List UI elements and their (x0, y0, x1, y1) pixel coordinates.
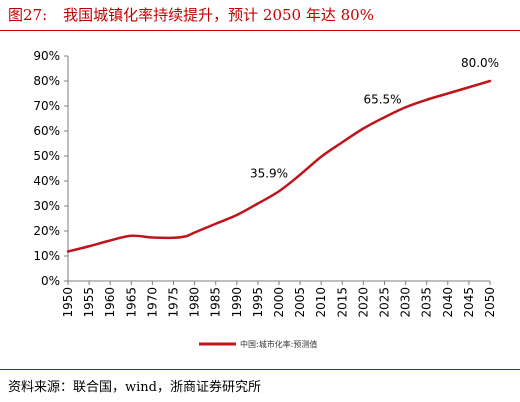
y-tick-label: 60% (33, 124, 60, 138)
figure-title: 图27: 我国城镇化率持续提升，预计 2050 年达 80% (8, 4, 374, 25)
y-tick-label: 30% (33, 199, 60, 213)
data-label: 65.5% (363, 92, 401, 106)
y-tick-label: 0% (41, 274, 60, 288)
x-tick-label: 1990 (230, 287, 244, 318)
x-tick-label: 2035 (420, 287, 434, 318)
x-tick-label: 2015 (335, 287, 349, 318)
x-tick-label: 2030 (399, 287, 413, 318)
figure-title-text: 我国城镇化率持续提升，预计 2050 年达 80% (63, 6, 374, 24)
data-label: 35.9% (250, 166, 288, 180)
y-tick-label: 20% (33, 224, 60, 238)
legend-label: 中国:城市化率:预测值 (240, 339, 317, 349)
line-chart: 0% 10% 20% 30% 40% 50% 60% 70% 80% 90% 1950 1955 196… (33, 49, 499, 349)
y-tick-label: 40% (33, 174, 60, 188)
x-tick-label: 1985 (209, 287, 223, 318)
source-note: 资料来源：联合国，wind，浙商证券研究所 (8, 380, 261, 395)
figure-label: 图27: (8, 6, 48, 24)
x-tick-label: 1995 (251, 287, 265, 318)
x-tick-label: 2000 (272, 287, 286, 318)
x-tick-label: 1975 (167, 287, 181, 318)
data-label: 80.0% (461, 56, 499, 70)
x-tick-label: 1965 (124, 287, 138, 318)
y-tick-label: 10% (33, 249, 60, 263)
x-tick-label: 2010 (314, 287, 328, 318)
bottom-rule (0, 369, 520, 370)
y-tick-label: 50% (33, 149, 60, 163)
top-rule (0, 30, 520, 31)
x-tick-label: 1980 (188, 287, 202, 318)
x-tick-label: 1955 (82, 287, 96, 318)
x-tick-label: 2005 (293, 287, 307, 318)
y-tick-label: 80% (33, 74, 60, 88)
x-tick-label: 1960 (103, 287, 117, 318)
x-tick-label: 1950 (61, 287, 75, 318)
x-tick-label: 2045 (462, 287, 476, 318)
series-line (66, 79, 492, 253)
y-tick-label: 90% (33, 49, 60, 63)
y-tick-label: 70% (33, 99, 60, 113)
x-tick-label: 2040 (441, 287, 455, 318)
x-tick-label: 2020 (356, 287, 370, 318)
x-tick-label: 2050 (483, 287, 497, 318)
x-tick-label: 1970 (145, 287, 159, 318)
x-tick-label: 2025 (378, 287, 392, 318)
